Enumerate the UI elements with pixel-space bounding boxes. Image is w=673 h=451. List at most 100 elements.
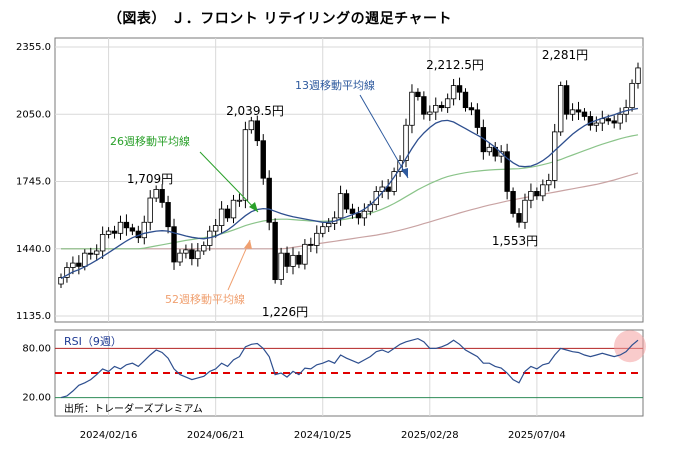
- candle-body: [349, 208, 356, 214]
- candle-body: [111, 230, 118, 234]
- candle-body: [147, 197, 153, 223]
- candle-body: [397, 160, 403, 172]
- price-y-tick: 1135.0: [16, 311, 51, 322]
- candle-body: [99, 234, 106, 252]
- price-panel-frame: [54, 37, 644, 323]
- ma13-arrow-head: [401, 168, 408, 178]
- x-tick-label: 2025/07/04: [508, 430, 566, 441]
- candle-body: [195, 250, 201, 260]
- ma13-line: [60, 107, 639, 280]
- candle-body: [510, 191, 516, 214]
- candle-body: [266, 177, 272, 223]
- candle-body: [629, 82, 635, 109]
- candle-body: [314, 232, 320, 246]
- candle-body: [617, 113, 623, 124]
- candle-body: [320, 226, 326, 234]
- price-annotation: 2,212.5円: [426, 58, 484, 72]
- candle-body: [302, 243, 308, 265]
- candle-body: [284, 252, 290, 267]
- candle-body: [462, 91, 469, 109]
- candle-body: [224, 208, 231, 219]
- rsi-line: [60, 337, 639, 399]
- candle-body: [540, 184, 546, 197]
- candle-body: [308, 243, 314, 246]
- candle-body: [278, 252, 284, 281]
- candle-body: [403, 124, 409, 161]
- price-y-tick: 2355.0: [16, 42, 51, 53]
- candle-body: [325, 222, 332, 228]
- rsi-y-tick: 80.00: [22, 343, 51, 354]
- price-annotation: 1,226円: [262, 305, 308, 319]
- candle-body: [468, 107, 475, 111]
- candle-body: [415, 91, 421, 98]
- candle-body: [58, 277, 64, 285]
- candle-body: [427, 111, 433, 115]
- candle-body: [201, 245, 207, 252]
- candle-body: [242, 129, 249, 201]
- rsi-highlight: [614, 330, 646, 363]
- candle-body: [82, 252, 88, 267]
- ma26-arrow-head: [249, 202, 258, 212]
- candle-body: [159, 189, 165, 203]
- candle-body: [552, 131, 558, 181]
- candle-body: [177, 252, 183, 263]
- chart-title: （図表） Ｊ．フロント リテイリングの週足チャート: [107, 11, 453, 27]
- candle-body: [248, 120, 255, 131]
- x-tick-label: 2025/02/28: [401, 430, 459, 441]
- candle-body: [189, 249, 195, 260]
- candle-body: [123, 221, 130, 229]
- candle-body: [444, 98, 451, 109]
- price-annotation: 2,039.5円: [226, 104, 284, 118]
- ma26-label: 26週移動平均線: [110, 134, 190, 148]
- candle-body: [183, 249, 189, 254]
- candle-body: [76, 262, 82, 267]
- candle-body: [433, 105, 439, 113]
- ma13-arrow-line: [359, 94, 409, 179]
- price-annotation: 1,709円: [127, 172, 173, 186]
- candle-body: [421, 96, 427, 115]
- candle-body: [635, 67, 641, 84]
- candle-body: [254, 120, 260, 142]
- x-tick-label: 2024/10/25: [294, 430, 352, 441]
- candle-body: [516, 213, 522, 223]
- candle-body: [171, 226, 177, 263]
- candle-body: [587, 116, 594, 126]
- candle-body: [337, 193, 344, 219]
- candle-body: [391, 171, 397, 192]
- candle-body: [593, 122, 600, 126]
- candle-body: [563, 85, 570, 115]
- candle-body: [569, 109, 576, 115]
- candle-body: [355, 213, 362, 219]
- ma26-line: [61, 134, 639, 250]
- ma52-arrow-head: [244, 240, 252, 249]
- x-tick-label: 2024/02/16: [80, 430, 138, 441]
- candle-body: [165, 202, 171, 228]
- candle-body: [373, 191, 379, 206]
- candle-body: [117, 221, 124, 234]
- price-y-tick: 1745.0: [16, 177, 51, 188]
- ma52-arrow-line: [227, 239, 251, 291]
- source-note: 出所：トレーダーズプレミアム: [64, 402, 203, 415]
- candle-body: [474, 109, 481, 128]
- x-tick-label: 2024/06/21: [187, 430, 245, 441]
- candle-body: [456, 85, 463, 93]
- candle-body: [557, 85, 564, 133]
- candle-body: [439, 105, 445, 109]
- candle-body: [611, 120, 617, 124]
- candle-body: [528, 191, 534, 201]
- candle-body: [70, 262, 76, 268]
- candle-body: [129, 227, 136, 232]
- candle-body: [64, 267, 70, 278]
- candle-body: [290, 254, 296, 267]
- candle-body: [361, 210, 368, 219]
- candle-body: [486, 146, 492, 153]
- candle-body: [88, 252, 94, 255]
- candle-body: [296, 254, 302, 265]
- candle-body: [605, 118, 611, 122]
- candle-body: [343, 193, 350, 210]
- candle-body: [546, 179, 552, 186]
- candle-body: [236, 199, 243, 202]
- candle-body: [272, 221, 278, 281]
- candle-body: [260, 140, 266, 179]
